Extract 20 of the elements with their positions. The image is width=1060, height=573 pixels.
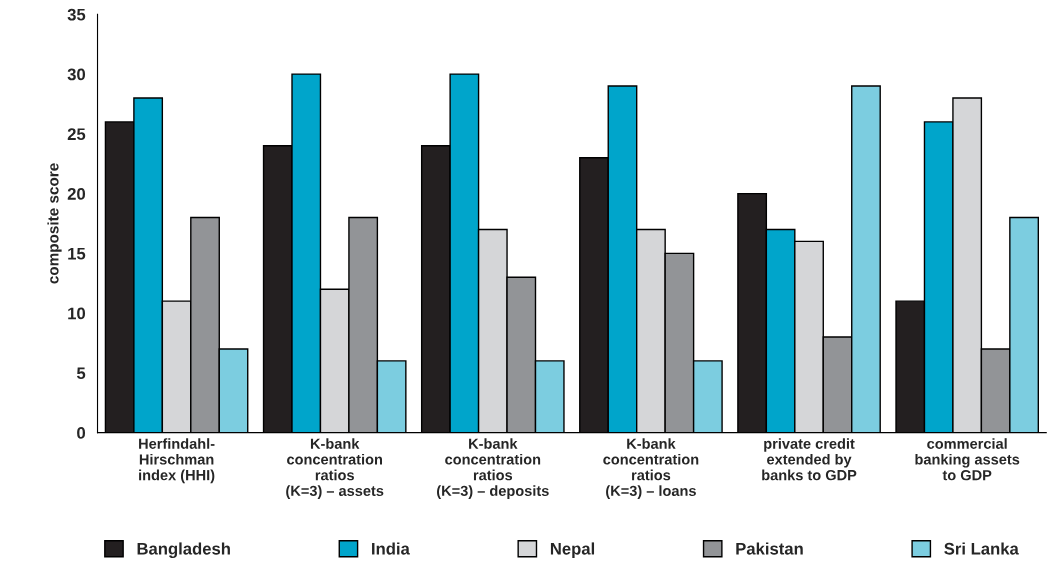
- legend-label: Nepal: [550, 542, 595, 558]
- y-axis-title: composite score: [47, 163, 62, 284]
- legend-label: Pakistan: [736, 542, 803, 555]
- legend-label: Bangladesh: [137, 542, 230, 558]
- y-tick-label: 5: [76, 367, 86, 380]
- y-tick-label: 30: [67, 68, 86, 81]
- x-tick-label: commercial banking assets to GDP: [915, 438, 1020, 481]
- y-tick-label: 10: [68, 307, 86, 320]
- y-tick-label: 0: [77, 427, 86, 439]
- x-tick-label: K-bank concentration ratios (K=3) – loans: [603, 438, 699, 499]
- x-tick-label: private credit extended by banks to GDP: [762, 438, 857, 481]
- y-tick-label: 15: [68, 247, 86, 260]
- legend-label: Sri Lanka: [944, 542, 1019, 555]
- legend-label: India: [372, 542, 410, 555]
- y-tick-label: 20: [67, 187, 86, 200]
- y-tick-label: 35: [67, 8, 86, 21]
- x-tick-label: Herfindahl- Hirschman index (HHI): [139, 438, 215, 484]
- x-tick-label: K-bank concentration ratios (K=3) – deposits: [437, 438, 549, 499]
- x-tick-label: K-bank concentration ratios (K=3) – assets: [286, 438, 384, 499]
- y-tick-label: 25: [67, 128, 86, 141]
